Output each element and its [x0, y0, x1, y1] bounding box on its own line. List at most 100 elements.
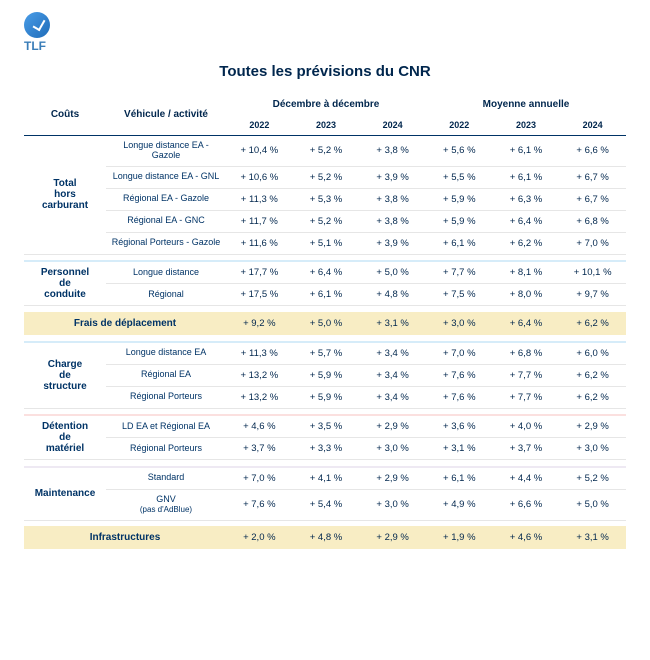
cell-value: + 10,4 % — [226, 136, 293, 167]
cell-value: + 3,0 % — [559, 438, 626, 460]
cell-value: + 2,9 % — [359, 468, 426, 490]
cell-value: + 1,9 % — [426, 526, 493, 549]
header-avg-2022: 2022 — [426, 115, 493, 135]
category-label: Personneldeconduite — [24, 262, 106, 306]
cell-value: + 2,0 % — [226, 526, 293, 549]
row-label: Régional — [106, 284, 226, 306]
cell-value: + 6,1 % — [493, 136, 560, 167]
row-label: Régional Porteurs — [106, 386, 226, 408]
cell-value: + 8,0 % — [493, 284, 560, 306]
cell-value: + 6,7 % — [559, 166, 626, 188]
cell-value: + 7,5 % — [426, 284, 493, 306]
cell-value: + 10,1 % — [559, 262, 626, 284]
cell-value: + 7,0 % — [226, 468, 293, 490]
cell-value: + 6,8 % — [559, 210, 626, 232]
cell-value: + 4,8 % — [359, 284, 426, 306]
cell-value: + 4,6 % — [493, 526, 560, 549]
cell-value: + 7,7 % — [493, 364, 560, 386]
cell-value: + 3,6 % — [426, 416, 493, 438]
cell-value: + 5,0 % — [559, 489, 626, 520]
table-row: GNV(pas d'AdBlue)+ 7,6 %+ 5,4 %+ 3,0 %+ … — [24, 489, 626, 520]
table-row: Frais de déplacement+ 9,2 %+ 5,0 %+ 3,1 … — [24, 312, 626, 335]
table-row: Régional EA - Gazole+ 11,3 %+ 5,3 %+ 3,8… — [24, 188, 626, 210]
cell-value: + 5,2 % — [559, 468, 626, 490]
cell-value: + 6,1 % — [426, 232, 493, 254]
cell-value: + 13,2 % — [226, 386, 293, 408]
row-label: LD EA et Régional EA — [106, 416, 226, 438]
cell-value: + 6,4 % — [493, 210, 560, 232]
row-label: Régional EA - GNC — [106, 210, 226, 232]
cell-value: + 3,0 % — [426, 312, 493, 335]
cell-value: + 5,9 % — [426, 210, 493, 232]
cell-value: + 6,0 % — [559, 343, 626, 365]
cell-value: + 7,0 % — [559, 232, 626, 254]
table-row: Régional+ 17,5 %+ 6,1 %+ 4,8 %+ 7,5 %+ 8… — [24, 284, 626, 306]
header-dec-2024: 2024 — [359, 115, 426, 135]
header-avg-2024: 2024 — [559, 115, 626, 135]
table-row: ChargedestructureLongue distance EA+ 11,… — [24, 343, 626, 365]
cell-value: + 5,9 % — [293, 364, 360, 386]
category-label: Infrastructures — [24, 526, 226, 549]
cell-value: + 4,8 % — [293, 526, 360, 549]
cell-value: + 3,0 % — [359, 489, 426, 520]
cell-value: + 3,9 % — [359, 166, 426, 188]
cell-value: + 6,8 % — [493, 343, 560, 365]
table-row: TotalhorscarburantLongue distance EA - G… — [24, 136, 626, 167]
cell-value: + 5,4 % — [293, 489, 360, 520]
cell-value: + 2,9 % — [559, 416, 626, 438]
cell-value: + 7,7 % — [426, 262, 493, 284]
cell-value: + 3,1 % — [426, 438, 493, 460]
cell-value: + 6,2 % — [559, 312, 626, 335]
cell-value: + 11,6 % — [226, 232, 293, 254]
cell-value: + 5,2 % — [293, 136, 360, 167]
cell-value: + 3,8 % — [359, 210, 426, 232]
cell-value: + 5,3 % — [293, 188, 360, 210]
cell-value: + 7,0 % — [426, 343, 493, 365]
cell-value: + 6,1 % — [293, 284, 360, 306]
cell-value: + 3,0 % — [359, 438, 426, 460]
table-row: Régional Porteurs - Gazole+ 11,6 %+ 5,1 … — [24, 232, 626, 254]
header-average: Moyenne annuelle — [426, 94, 626, 115]
cell-value: + 9,2 % — [226, 312, 293, 335]
cell-value: + 6,7 % — [559, 188, 626, 210]
row-label: Standard — [106, 468, 226, 490]
header-avg-2023: 2023 — [493, 115, 560, 135]
cell-value: + 5,9 % — [426, 188, 493, 210]
cell-value: + 6,6 % — [559, 136, 626, 167]
cell-value: + 5,5 % — [426, 166, 493, 188]
cell-value: + 17,5 % — [226, 284, 293, 306]
row-label: Longue distance — [106, 262, 226, 284]
table-row: Infrastructures+ 2,0 %+ 4,8 %+ 2,9 %+ 1,… — [24, 526, 626, 549]
logo-text: TLF — [24, 39, 50, 53]
cell-value: + 7,6 % — [426, 386, 493, 408]
cell-value: + 3,8 % — [359, 136, 426, 167]
page-title: Toutes les prévisions du CNR — [24, 63, 626, 80]
cell-value: + 6,1 % — [426, 468, 493, 490]
cell-value: + 4,1 % — [293, 468, 360, 490]
cell-value: + 6,4 % — [493, 312, 560, 335]
forecast-table: Coûts Véhicule / activité Décembre à déc… — [24, 94, 626, 549]
cell-value: + 5,9 % — [293, 386, 360, 408]
cell-value: + 6,2 % — [559, 386, 626, 408]
cell-value: + 11,7 % — [226, 210, 293, 232]
cell-value: + 3,9 % — [359, 232, 426, 254]
cell-value: + 11,3 % — [226, 343, 293, 365]
cell-value: + 10,6 % — [226, 166, 293, 188]
table-row: Régional EA - GNC+ 11,7 %+ 5,2 %+ 3,8 %+… — [24, 210, 626, 232]
header-dec-2023: 2023 — [293, 115, 360, 135]
header-vehicle: Véhicule / activité — [106, 94, 226, 135]
cell-value: + 5,6 % — [426, 136, 493, 167]
cell-value: + 3,5 % — [293, 416, 360, 438]
table-row: MaintenanceStandard+ 7,0 %+ 4,1 %+ 2,9 %… — [24, 468, 626, 490]
cell-value: + 17,7 % — [226, 262, 293, 284]
header-dec-2022: 2022 — [226, 115, 293, 135]
cell-value: + 5,7 % — [293, 343, 360, 365]
cell-value: + 5,2 % — [293, 210, 360, 232]
cell-value: + 5,2 % — [293, 166, 360, 188]
row-label: Régional EA - Gazole — [106, 188, 226, 210]
header-december: Décembre à décembre — [226, 94, 426, 115]
row-label: Longue distance EA - GNL — [106, 166, 226, 188]
cell-value: + 13,2 % — [226, 364, 293, 386]
cell-value: + 4,9 % — [426, 489, 493, 520]
cell-value: + 4,6 % — [226, 416, 293, 438]
